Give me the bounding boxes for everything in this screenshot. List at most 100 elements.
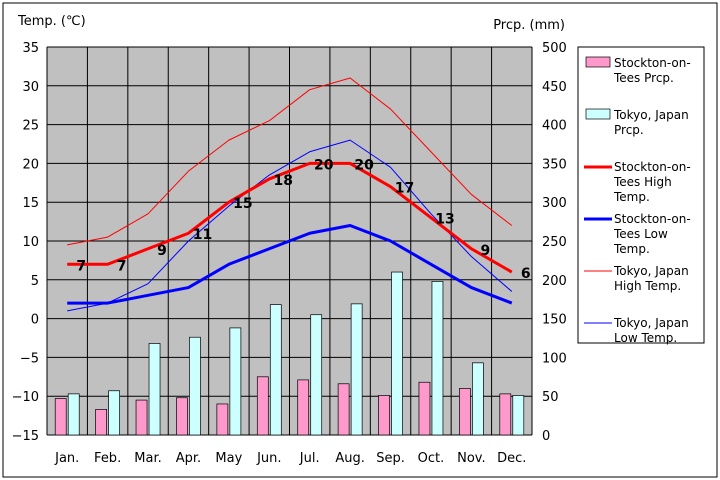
right-tick-label: 0 [542,429,550,444]
left-tick-label: −10 [12,390,39,405]
legend-label: Stockton-on-Tees Prcp. [613,56,691,85]
right-tick-label: 450 [542,80,567,95]
left-tick-label: −5 [20,351,39,366]
right-axis-title: Prcp. (mm) [493,18,565,33]
data-label: 9 [157,243,167,259]
data-label: 20 [314,157,334,173]
x-tick-label: Oct. [418,451,445,466]
x-tick-label: Jul. [299,451,320,466]
right-tick-label: 400 [542,119,567,134]
legend-swatch [585,56,611,68]
legend-box [577,46,705,344]
x-tick-label: Mar. [134,451,161,466]
x-tick-label: Nov. [457,451,486,466]
legend-label-line: High Temp. [614,279,681,293]
bar-tokyo-prcp [310,314,323,436]
right-tick-label: 250 [542,235,567,250]
legend-label: Tokyo, Japan Low Temp. [613,316,689,345]
right-tick-label: 300 [542,196,567,211]
legend-label-line: Stockton-on- [614,56,691,70]
right-tick-label: 150 [542,313,567,328]
bar-stockton-prcp [378,395,390,436]
legend-label: Tokyo, Japan High Temp. [613,264,689,293]
bar-tokyo-prcp [472,362,484,436]
bar-tokyo-prcp [148,343,161,436]
bar-tokyo-prcp [67,393,80,436]
legend-label-line: Stockton-on- [614,160,691,174]
data-label: 6 [521,266,531,282]
right-tick-label: 500 [542,41,567,56]
bar-stockton-prcp [95,409,107,436]
legend-label: Tokyo, Japan Prcp. [613,108,689,137]
data-label: 15 [233,196,252,212]
line-stockton-on-tees-low-temp [67,223,513,305]
right-tick-label: 50 [542,390,559,405]
data-label: 11 [193,227,212,243]
left-tick-label: 25 [22,119,39,134]
legend-label: Stockton-on-Tees Low Temp. [613,212,691,256]
legend-label-line: Temp. [613,190,650,204]
x-tick-label: Feb. [94,451,121,466]
legend-label-line: Stockton-on- [614,212,691,226]
line-stockton-on-tees-high-temp [67,161,513,274]
x-tick-label: Jun. [256,451,281,466]
left-tick-label: −15 [12,429,39,444]
legend-label-line: Tees Low [613,227,668,241]
bar-stockton-prcp [297,379,310,436]
legend-label-line: Tees Prcp. [613,71,674,85]
x-tick-label: Apr. [176,451,201,466]
right-tick-label: 200 [542,274,567,289]
x-tick-label: Aug. [335,451,365,466]
left-tick-label: 20 [22,157,39,172]
legend-label: Stockton-on-Tees High Temp. [613,160,691,204]
legend-label-line: Tees High [613,175,672,189]
legend-label-line: Temp. [613,242,650,256]
bar-tokyo-prcp [391,271,403,436]
data-label: 13 [435,212,454,228]
data-label: 7 [76,258,86,274]
data-label: 18 [274,173,293,189]
bar-tokyo-prcp [189,336,201,436]
left-tick-label: 35 [22,41,39,56]
bar-stockton-prcp [459,388,471,436]
bar-stockton-prcp [418,381,431,436]
line-tokyo-japan-high-temp [67,77,513,246]
x-tick-label: Jan. [54,451,79,466]
left-tick-label: 10 [22,235,39,250]
legend-label-line: Low Temp. [614,331,677,345]
left-tick-label: 5 [31,274,39,289]
data-label: 17 [395,181,414,197]
bar-stockton-prcp [256,376,269,436]
bar-tokyo-prcp [108,390,120,436]
left-tick-label: 30 [22,80,39,95]
x-tick-label: May [215,451,242,466]
data-label: 7 [117,258,127,274]
legend-label-line: Tokyo, Japan [613,316,689,330]
legend-label-line: Prcp. [614,123,644,137]
right-tick-label: 100 [542,351,567,366]
left-axis-title: Temp. (℃) [17,14,86,29]
left-tick-label: 15 [22,196,39,211]
bar-tokyo-prcp [431,281,444,436]
right-tick-label: 350 [542,157,567,172]
bar-tokyo-prcp [229,327,242,436]
bar-stockton-prcp [54,398,67,436]
legend: Stockton-on-Tees Prcp.Tokyo, Japan Prcp.S… [577,46,705,345]
data-label: 9 [481,243,491,259]
x-tick-label: Dec. [497,451,526,466]
legend-label-line: Tokyo, Japan [613,264,689,278]
bar-stockton-prcp [216,403,229,436]
left-tick-label: 0 [31,313,39,328]
bar-stockton-prcp [337,383,350,436]
legend-label-line: Tokyo, Japan [613,108,689,122]
bar-stockton-prcp [135,399,148,436]
bar-tokyo-prcp [350,303,363,436]
line-tokyo-japan-low-temp [67,139,513,312]
bar-stockton-prcp [499,393,512,436]
legend-swatch [585,108,611,120]
x-tick-label: Sep. [376,451,405,466]
bar-tokyo-prcp [512,395,525,436]
bar-tokyo-prcp [269,304,282,436]
data-label: 20 [354,157,374,173]
